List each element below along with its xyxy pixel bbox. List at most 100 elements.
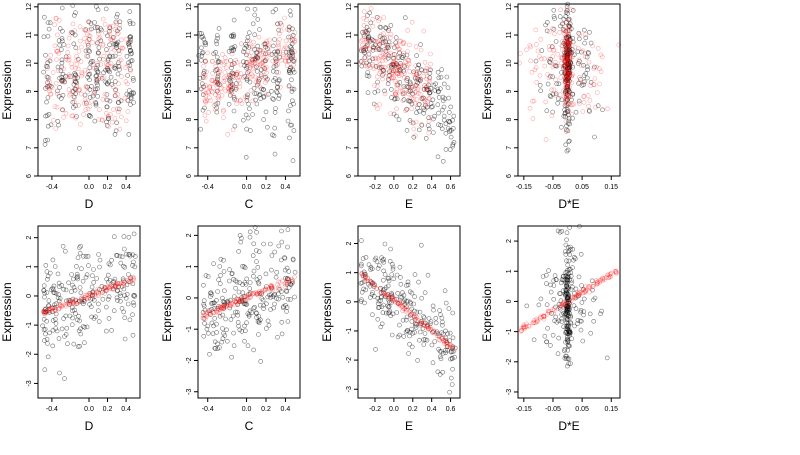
data-point [568, 94, 573, 99]
data-point [563, 59, 569, 65]
data-point [203, 99, 208, 104]
data-point [85, 53, 91, 59]
y-tick-label: 12 [186, 3, 193, 11]
data-point [228, 88, 234, 93]
data-point [41, 316, 47, 322]
data-point [86, 19, 91, 25]
data-point [217, 264, 223, 269]
data-point [245, 34, 251, 40]
data-point [56, 280, 62, 286]
data-point [119, 74, 124, 79]
data-point [249, 71, 254, 77]
data-point [254, 259, 259, 264]
data-point [243, 60, 249, 65]
data-point [211, 85, 216, 90]
data-point [565, 80, 571, 85]
data-point [41, 34, 47, 40]
data-point [275, 21, 281, 27]
data-point [381, 67, 386, 73]
data-point [249, 56, 254, 62]
data-point [426, 88, 432, 93]
data-point [112, 53, 118, 59]
y-tick-label: 0 [26, 294, 33, 298]
data-point [264, 38, 270, 44]
data-point [566, 88, 572, 94]
data-point [431, 307, 436, 313]
data-point [216, 59, 222, 65]
data-point [557, 14, 563, 19]
data-point [567, 44, 573, 50]
data-point [55, 271, 61, 277]
data-point [228, 317, 234, 322]
data-point [127, 9, 133, 14]
y-tick-label: 6 [26, 174, 33, 178]
data-point [230, 313, 236, 319]
data-point [403, 59, 408, 65]
data-point [106, 79, 111, 85]
data-point [283, 44, 288, 50]
data-point [110, 119, 115, 125]
data-point [72, 99, 77, 105]
data-point [78, 290, 84, 296]
data-point [566, 27, 571, 33]
data-point [450, 143, 456, 149]
data-point [565, 53, 570, 59]
data-point [415, 84, 421, 90]
data-point [258, 72, 264, 77]
data-point [362, 49, 368, 55]
data-point [45, 33, 51, 39]
data-point [105, 66, 110, 71]
data-point [55, 68, 61, 73]
data-point [360, 42, 365, 48]
data-point [91, 91, 97, 97]
data-point [255, 55, 261, 61]
data-point [236, 78, 241, 83]
data-point [583, 35, 589, 41]
data-point [46, 83, 52, 89]
data-point [365, 37, 371, 43]
data-point [565, 86, 571, 91]
data-point [288, 34, 294, 40]
data-point [245, 6, 250, 12]
data-point [114, 295, 120, 301]
data-point [54, 57, 59, 63]
data-point [565, 40, 571, 46]
data-point [77, 245, 82, 250]
data-point [42, 367, 48, 373]
data-point [72, 71, 77, 76]
data-point [421, 315, 427, 321]
data-point [373, 55, 378, 61]
data-point [42, 307, 48, 313]
data-point [104, 81, 110, 86]
data-point [534, 80, 540, 85]
data-point [364, 17, 369, 23]
data-point [375, 316, 381, 322]
data-point [260, 60, 266, 66]
data-point [76, 299, 81, 304]
data-point [74, 271, 80, 277]
data-point [234, 101, 239, 106]
data-point [592, 76, 598, 81]
data-point [385, 51, 391, 57]
data-point [553, 63, 559, 69]
data-point [229, 354, 234, 360]
data-point [272, 301, 277, 307]
y-tick-label: -2 [186, 357, 193, 363]
data-point [266, 43, 271, 48]
data-point [45, 137, 50, 143]
data-point [116, 97, 122, 102]
y-axis-label: Expression [160, 282, 174, 341]
data-point [564, 40, 570, 45]
data-point [565, 33, 571, 39]
data-point [251, 273, 256, 279]
data-point [438, 86, 443, 91]
data-point [112, 66, 118, 71]
data-point [562, 85, 568, 90]
data-point [377, 102, 383, 107]
x-tick-label: 0.6 [446, 184, 456, 191]
data-point [46, 26, 52, 32]
data-point [531, 337, 537, 343]
data-point [565, 48, 571, 54]
y-tick-label: -3 [346, 386, 353, 392]
data-point [407, 79, 413, 85]
